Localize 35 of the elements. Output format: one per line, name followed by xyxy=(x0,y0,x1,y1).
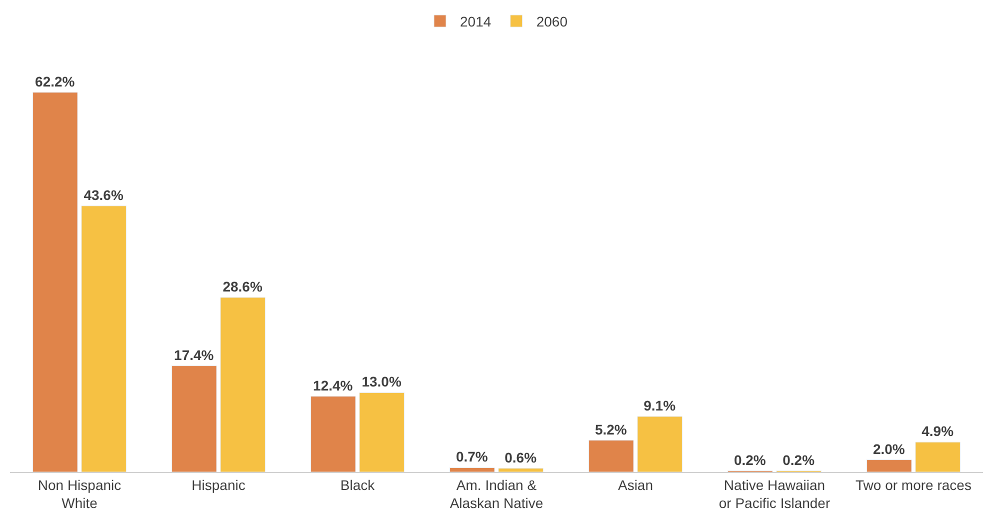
bar xyxy=(81,206,126,472)
x-tick-label: Native Hawaiian or Pacific Islander xyxy=(718,476,830,511)
x-tick-label: Asian xyxy=(618,476,654,493)
data-label: 5.2% xyxy=(594,421,628,438)
bar xyxy=(359,392,404,472)
x-tick-label: Hispanic xyxy=(192,476,246,493)
data-label: 13.0% xyxy=(362,374,402,390)
bar xyxy=(866,460,912,472)
data-label: 0.2% xyxy=(782,452,816,468)
data-label: 0.2% xyxy=(734,452,766,468)
x-tick-label: Non Hispanic White xyxy=(38,476,122,511)
data-label: 0.6% xyxy=(504,449,538,466)
data-label: 12.4% xyxy=(313,377,354,394)
data-label: 0.7% xyxy=(456,448,488,465)
bar xyxy=(637,416,682,472)
bar xyxy=(172,366,217,472)
data-label: 28.6% xyxy=(222,278,263,294)
data-label: 4.9% xyxy=(922,423,954,440)
data-label: 2.0% xyxy=(872,440,906,457)
bar xyxy=(915,442,960,472)
data-label: 9.1% xyxy=(644,397,676,414)
data-label: 62.2% xyxy=(35,73,76,90)
x-tick-label: Black xyxy=(340,476,376,493)
bar xyxy=(220,297,266,472)
bar xyxy=(450,467,495,472)
bar xyxy=(588,440,634,472)
x-tick-label: Two or more races xyxy=(856,476,972,493)
data-label: 17.4% xyxy=(174,346,214,363)
bar xyxy=(310,396,356,472)
x-tick-label: Am. Indian & Alaskan Native xyxy=(450,476,544,511)
legend-label: 2060 xyxy=(536,13,568,30)
data-label: 43.6% xyxy=(84,186,124,203)
bar xyxy=(32,92,78,472)
legend-label: 2014 xyxy=(460,13,492,30)
bar xyxy=(498,468,544,472)
